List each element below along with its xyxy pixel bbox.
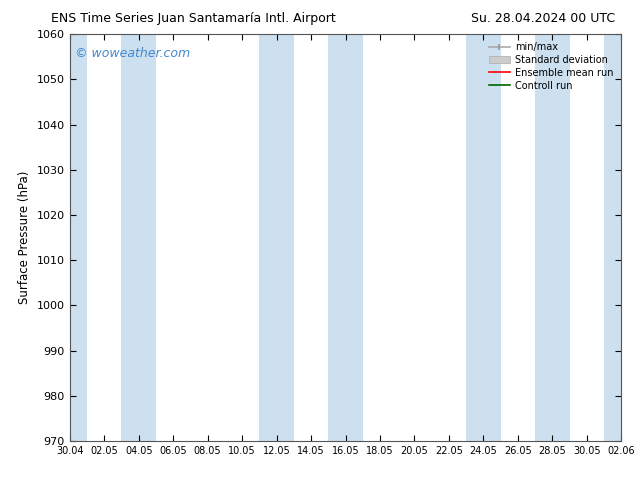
Bar xyxy=(604,34,621,441)
Bar xyxy=(259,34,294,441)
Text: Su. 28.04.2024 00 UTC: Su. 28.04.2024 00 UTC xyxy=(471,12,615,25)
Text: ENS Time Series Juan Santamaría Intl. Airport: ENS Time Series Juan Santamaría Intl. Ai… xyxy=(51,12,335,25)
Bar xyxy=(122,34,156,441)
Bar xyxy=(535,34,569,441)
Bar xyxy=(53,34,87,441)
Bar xyxy=(328,34,363,441)
Y-axis label: Surface Pressure (hPa): Surface Pressure (hPa) xyxy=(18,171,31,304)
Text: © woweather.com: © woweather.com xyxy=(75,47,190,59)
Legend: min/max, Standard deviation, Ensemble mean run, Controll run: min/max, Standard deviation, Ensemble me… xyxy=(485,38,618,95)
Bar xyxy=(466,34,501,441)
